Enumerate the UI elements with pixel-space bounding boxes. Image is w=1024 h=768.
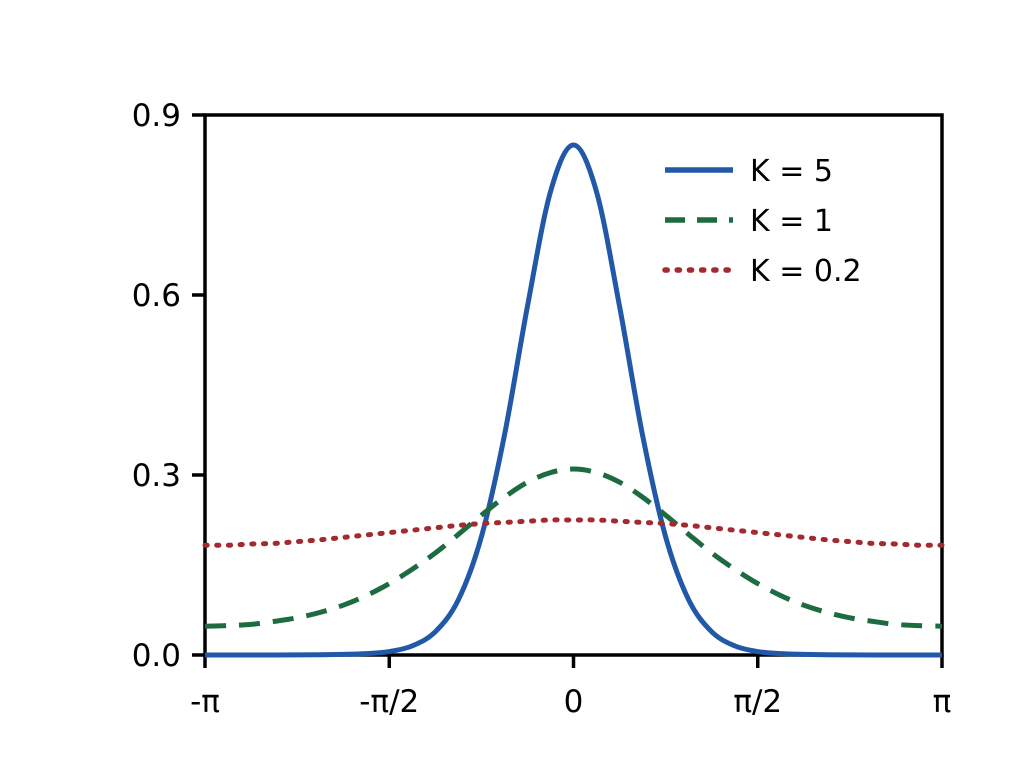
axes-box [203,113,944,657]
series-line-2 [204,466,943,629]
x-tick-label: -π/2 [359,684,419,720]
y-tick-label: 0.0 [132,638,181,674]
y-tick-label: 0.3 [132,458,181,494]
series-line-3 [202,517,945,548]
x-tick-label: 0 [564,684,584,720]
x-tick-label: -π [190,684,220,720]
y-tick-label: 0.6 [132,278,181,314]
series-line-1 [204,142,943,658]
legend-label-1: K = 5 [750,154,833,189]
x-tick-label: π/2 [733,684,782,720]
y-tick-label: 0.9 [132,98,181,134]
legend-label-2: K = 1 [750,204,833,239]
x-tick-label: π [933,684,952,720]
legend-label-3: K = 0.2 [750,254,862,289]
